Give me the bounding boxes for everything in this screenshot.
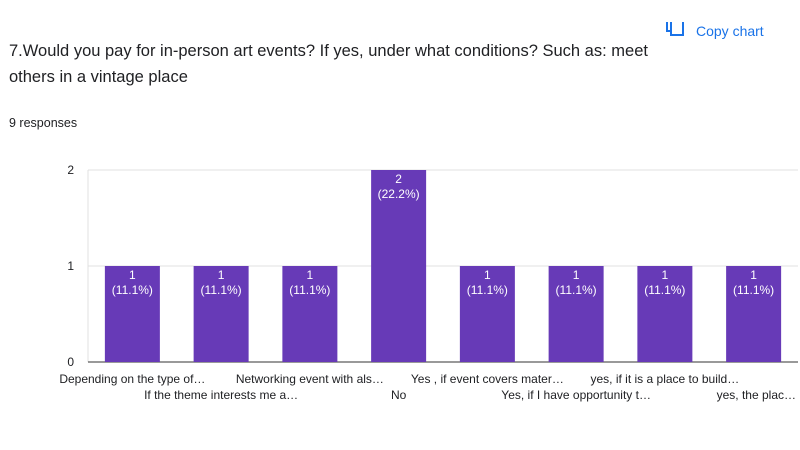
bar: [282, 266, 338, 362]
bar-percent-label: (11.1%): [201, 283, 242, 297]
bar-value-label: 1: [750, 268, 757, 282]
x-category-label: yes, if it is a place to build…: [591, 372, 740, 386]
bar: [637, 266, 693, 362]
y-tick-label: 2: [67, 163, 74, 177]
copy-chart-label: Copy chart: [696, 23, 764, 39]
bar-value-label: 1: [218, 268, 225, 282]
bar-percent-label: (11.1%): [112, 283, 153, 297]
y-tick-label: 0: [67, 355, 74, 369]
bar-percent-label: (11.1%): [733, 283, 774, 297]
bar-value-label: 1: [573, 268, 580, 282]
bar: [371, 170, 427, 362]
bar: [193, 266, 249, 362]
bar: [548, 266, 604, 362]
copy-icon: [666, 22, 684, 36]
response-count: 9 responses: [9, 116, 78, 130]
x-category-label: yes, the plac…: [717, 388, 796, 402]
bar-percent-label: (11.1%): [289, 283, 330, 297]
copy-chart-button[interactable]: Copy chart: [666, 22, 764, 40]
x-category-label: If the theme interests me a…: [144, 388, 298, 402]
question-title: 7.Would you pay for in-person art events…: [9, 42, 648, 86]
y-tick-label: 1: [67, 259, 74, 273]
x-category-label: Yes, if I have opportunity t…: [501, 388, 651, 402]
x-category-label: Yes , if event covers mater…: [411, 372, 564, 386]
bar-percent-label: (11.1%): [644, 283, 685, 297]
x-category-label: Depending on the type of…: [59, 372, 205, 386]
bar-value-label: 1: [484, 268, 491, 282]
bar-value-label: 1: [129, 268, 136, 282]
x-category-label: Networking event with als…: [236, 372, 384, 386]
bar-percent-label: (11.1%): [467, 283, 508, 297]
bar: [726, 266, 782, 362]
bar-value-label: 2: [395, 172, 402, 186]
bar: [104, 266, 160, 362]
x-category-label: No: [391, 388, 407, 402]
bar-value-label: 1: [662, 268, 669, 282]
bar-percent-label: (11.1%): [556, 283, 597, 297]
bar-value-label: 1: [307, 268, 314, 282]
bar: [459, 266, 515, 362]
bar-percent-label: (22.2%): [378, 187, 420, 201]
